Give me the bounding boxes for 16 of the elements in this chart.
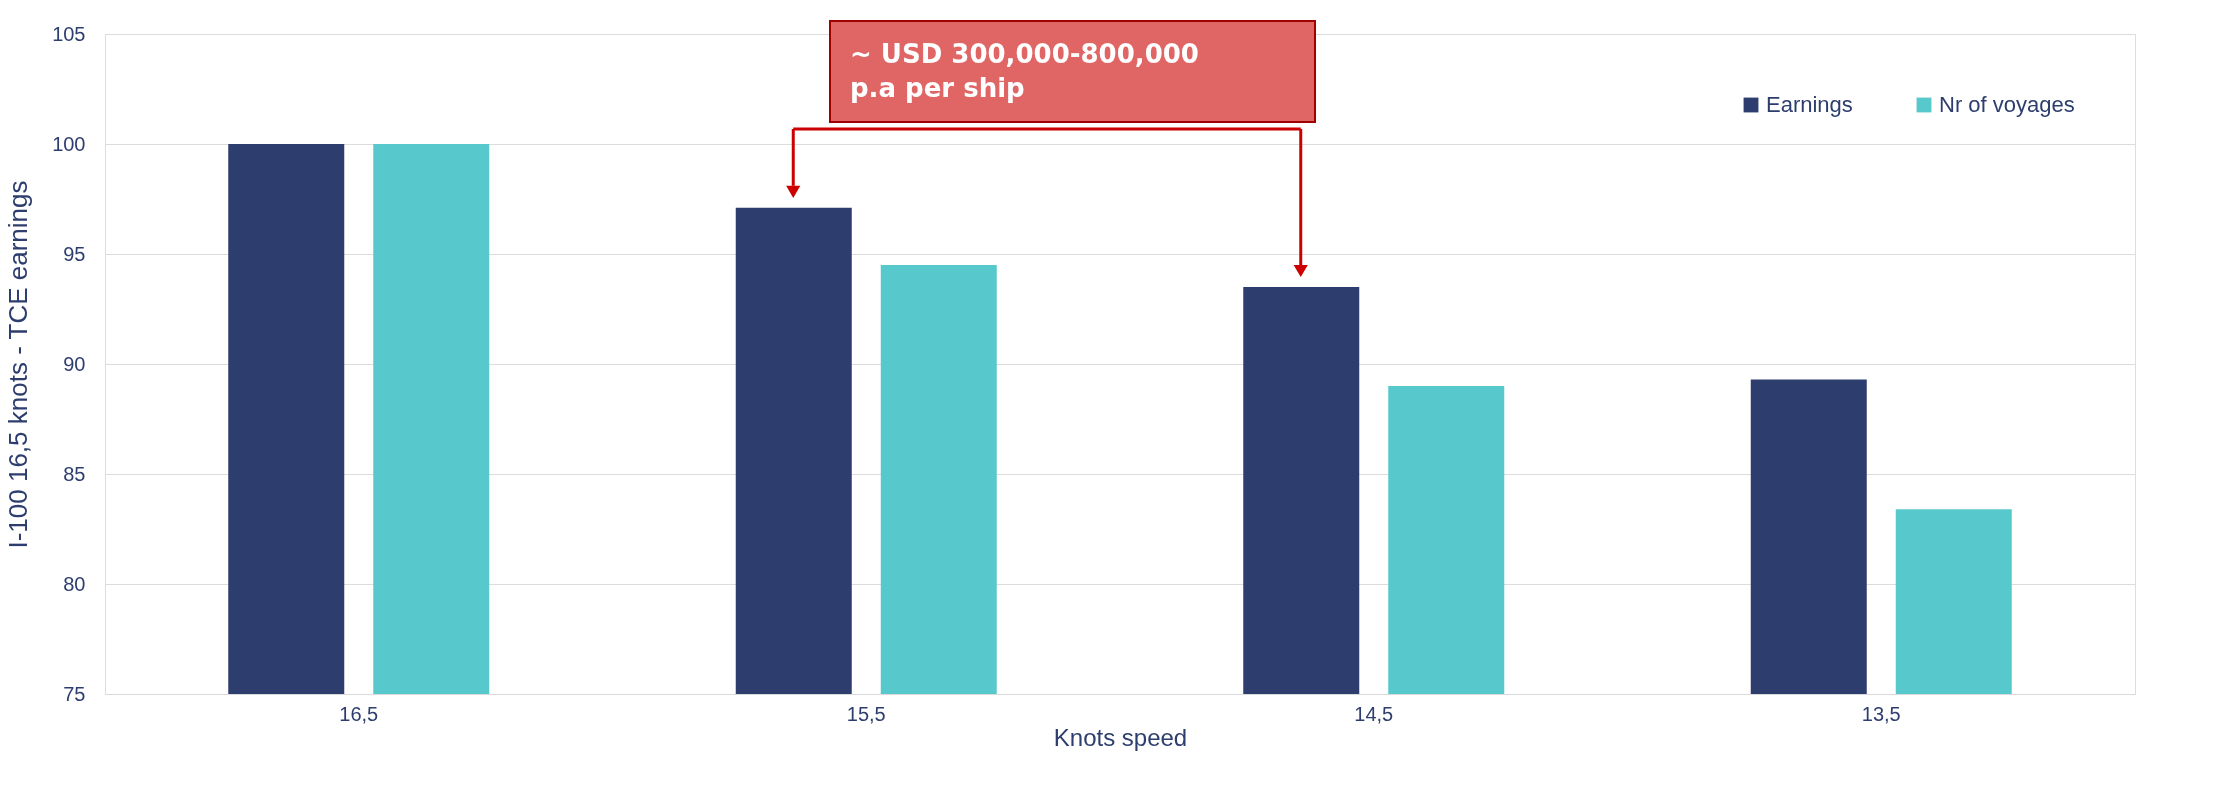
x-tick-label: 14,5 (1354, 702, 1394, 725)
x-axis-title: Knots speed (1053, 723, 1188, 751)
y-tick-label: 105 (52, 22, 86, 45)
y-axis-title: I-100 16,5 knots - TCE earnings (3, 180, 34, 549)
legend-label: Nr of voyages (1939, 92, 2075, 117)
y-tick-label: 85 (63, 462, 86, 485)
y-tick-label: 80 (63, 572, 86, 595)
y-tick-label: 95 (63, 242, 86, 265)
x-tick-label: 13,5 (1861, 702, 1901, 725)
x-tick-label: 15,5 (846, 702, 886, 725)
annotation: ~ USD 300,000-800,000 p.a per ship (850, 39, 1199, 103)
y-tick-label: 90 (63, 352, 86, 375)
y-tick-label: 75 (63, 682, 86, 705)
legend-label: Earnings (1766, 92, 1853, 117)
x-tick-label: 16,5 (339, 702, 379, 725)
y-tick-label: 100 (52, 132, 86, 155)
